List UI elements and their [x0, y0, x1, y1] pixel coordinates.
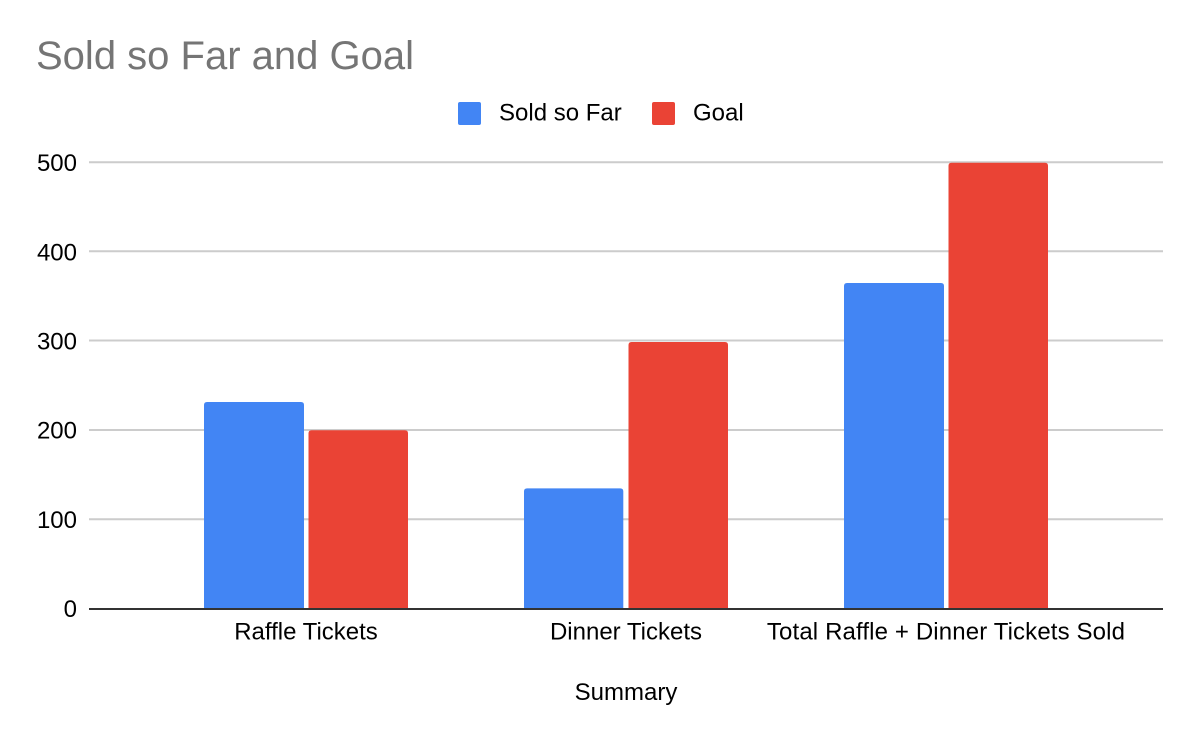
svg-text:Goal: Goal — [693, 100, 744, 127]
svg-text:300: 300 — [37, 329, 77, 356]
svg-text:100: 100 — [37, 507, 77, 534]
svg-text:Total Raffle + Dinner Tickets: Total Raffle + Dinner Tickets Sold — [767, 619, 1125, 646]
svg-text:Raffle Tickets: Raffle Tickets — [234, 619, 378, 646]
svg-text:500: 500 — [37, 150, 77, 177]
svg-text:Sold so Far: Sold so Far — [499, 100, 622, 127]
svg-text:Summary: Summary — [575, 679, 678, 706]
svg-text:Dinner Tickets: Dinner Tickets — [550, 619, 702, 646]
svg-text:200: 200 — [37, 418, 77, 445]
svg-text:400: 400 — [37, 239, 77, 266]
svg-text:0: 0 — [64, 596, 77, 623]
svg-text:Sold so Far and Goal: Sold so Far and Goal — [36, 34, 414, 78]
